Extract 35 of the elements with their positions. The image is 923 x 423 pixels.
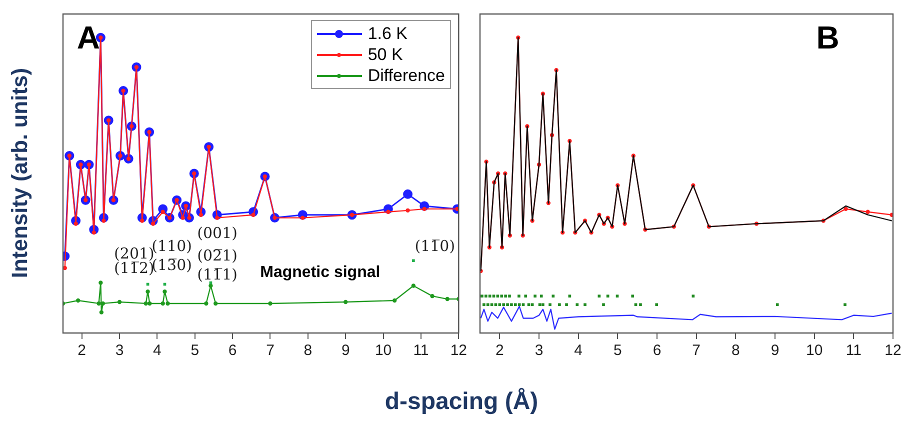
x-tick-label: 10 <box>806 342 823 360</box>
legend-label: 50 K <box>368 44 403 64</box>
x-tick-label: 4 <box>153 342 162 360</box>
x-tick-label: 7 <box>692 342 701 360</box>
annotation: (13̅0) <box>152 256 192 274</box>
legend-label: 1.6 K <box>368 24 408 44</box>
x-tick-label: 2 <box>78 342 86 360</box>
y-axis-title: Intensity (arb. units) <box>7 66 33 280</box>
x-tick-label: 3 <box>534 342 544 360</box>
x-tick-label: 11 <box>413 342 429 360</box>
x-tick-label: 5 <box>190 342 200 360</box>
x-tick-label: 7 <box>266 342 274 360</box>
x-tick-label: 9 <box>770 342 780 360</box>
x-tick-label: 6 <box>228 342 237 360</box>
x-tick-label: 10 <box>374 342 392 360</box>
x-tick-label: 11 <box>846 342 862 360</box>
x-axis-title: d-spacing (Å) <box>384 388 540 416</box>
annotation: A <box>76 19 100 56</box>
annotation: (001) <box>197 224 238 242</box>
x-tick-label: 12 <box>450 342 467 360</box>
x-tick-label: 3 <box>115 342 124 360</box>
x-tick-label: 12 <box>884 342 902 360</box>
x-tick-label: 5 <box>613 342 622 360</box>
annotation: Magnetic signal <box>260 264 380 281</box>
annotation: (02̅1) <box>197 246 238 264</box>
x-tick-label: 9 <box>341 342 350 360</box>
x-tick-label: 8 <box>731 342 740 360</box>
x-tick-label: 2 <box>495 342 504 360</box>
annotation: B <box>816 19 840 56</box>
x-tick-label: 4 <box>574 342 583 360</box>
x-tick-label: 8 <box>304 342 312 360</box>
x-tick-label: 6 <box>652 342 662 360</box>
legend-label: Difference <box>368 66 445 86</box>
annotation: (11̅1) <box>197 265 238 284</box>
annotation: (11̅0) <box>414 236 456 255</box>
